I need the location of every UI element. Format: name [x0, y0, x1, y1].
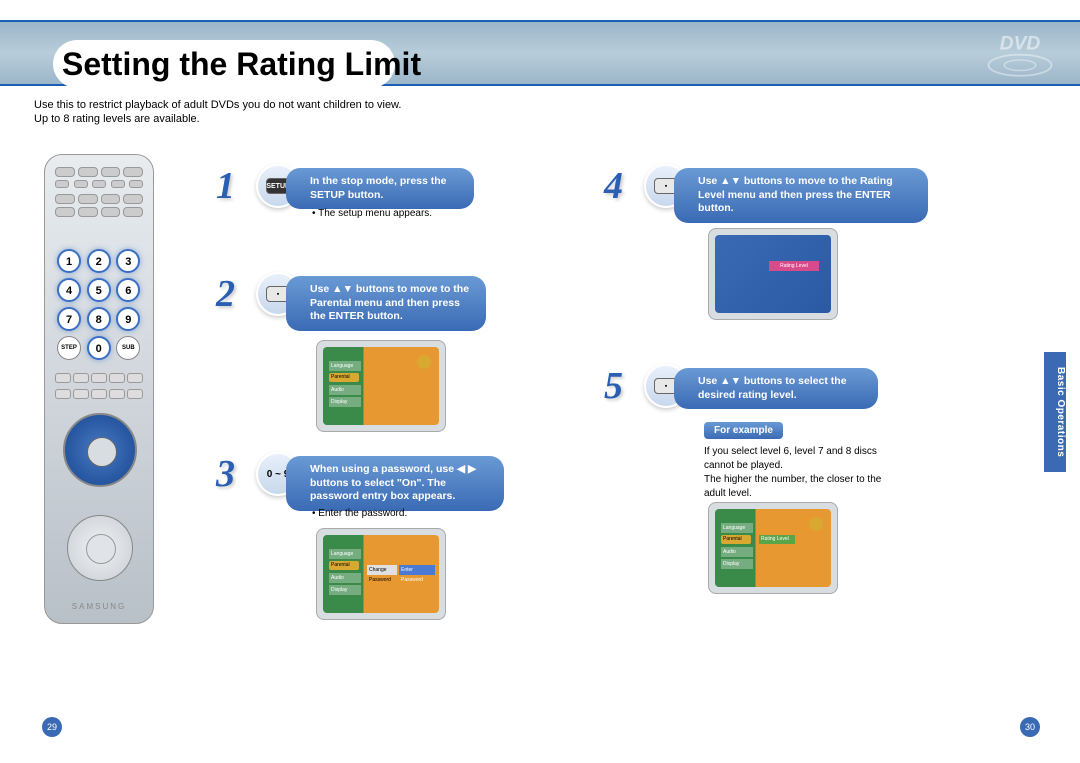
key-5: 5 [87, 278, 111, 302]
dvd-logo: DVD [985, 24, 1055, 82]
s5-menu-language: Language [721, 523, 753, 533]
menu-parental: Parental [329, 373, 359, 382]
s3-menu-audio: Audio [329, 573, 361, 583]
rating-level-sel: Rating Level [759, 535, 795, 544]
key-7: 7 [57, 307, 81, 331]
remote-nav-wheel [63, 413, 137, 487]
key-8: 8 [87, 307, 111, 331]
step-4-number: 4 [604, 164, 640, 204]
key-sub: SUB [116, 336, 140, 360]
example-box: For example If you select level 6, level… [704, 420, 904, 501]
s3-menu-language: Language [329, 549, 361, 559]
s5-menu-parental: Parental [721, 535, 751, 544]
menu-display: Display [329, 397, 361, 407]
step-3-text: When using a password, use ◀ ▶ buttons t… [286, 456, 504, 511]
step-2-screen: Language Parental Audio Display [316, 340, 446, 432]
step-4-text: Use ▲▼ buttons to move to the Rating Lev… [674, 168, 928, 223]
key-step: STEP [57, 336, 81, 360]
enter-password-box: Enter Password [399, 565, 435, 575]
step-3-number: 3 [216, 452, 252, 492]
key-0: 0 [87, 336, 111, 360]
s5-menu-display: Display [721, 559, 753, 569]
intro-line-1: Use this to restrict playback of adult D… [34, 98, 401, 112]
remote-keypad: 1 2 3 4 5 6 7 8 9 STEP 0 SUB [57, 249, 141, 360]
step-5-screen: Language Parental Audio Display Rating L… [708, 502, 838, 594]
step-4-screen: Rating Level [708, 228, 838, 320]
key-1: 1 [57, 249, 81, 273]
step-1-note: The setup menu appears. [312, 208, 432, 219]
page-number-left: 29 [42, 717, 62, 737]
key-6: 6 [116, 278, 140, 302]
step-3-note: Enter the password. [312, 508, 407, 519]
example-line-2: The higher the number, the closer to the… [704, 473, 904, 501]
s3-menu-display: Display [329, 585, 361, 595]
step-1-number: 1 [216, 164, 252, 204]
remote-brand: SAMSUNG [45, 602, 153, 611]
intro-text: Use this to restrict playback of adult D… [34, 98, 401, 127]
step-3-screen: Language Parental Audio Display Change P… [316, 528, 446, 620]
s5-menu-audio: Audio [721, 547, 753, 557]
key-3: 3 [116, 249, 140, 273]
step-5-text: Use ▲▼ buttons to select the desired rat… [674, 368, 878, 409]
svg-text:DVD: DVD [1000, 34, 1041, 55]
step-2-number: 2 [216, 272, 252, 312]
page-title: Setting the Rating Limit [62, 46, 421, 83]
change-password-item: Change Password [367, 565, 397, 575]
step-1-text: In the stop mode, press the SETUP button… [286, 168, 474, 209]
remote-jog-wheel [67, 515, 133, 581]
s3-menu-parental: Parental [329, 561, 359, 570]
step-2-text: Use ▲▼ buttons to move to the Parental m… [286, 276, 486, 331]
key-9: 9 [116, 307, 140, 331]
menu-audio: Audio [329, 385, 361, 395]
key-4: 4 [57, 278, 81, 302]
section-tab: Basic Operations [1044, 352, 1066, 472]
remote-control: 1 2 3 4 5 6 7 8 9 STEP 0 SUB SAMSUNG [44, 154, 154, 624]
menu-language: Language [329, 361, 361, 371]
key-2: 2 [87, 249, 111, 273]
example-label: For example [704, 422, 783, 439]
intro-line-2: Up to 8 rating levels are available. [34, 112, 401, 126]
example-line-1: If you select level 6, level 7 and 8 dis… [704, 445, 904, 473]
rating-level-box: Rating Level [769, 261, 819, 271]
step-5-number: 5 [604, 364, 640, 404]
page-number-right: 30 [1020, 717, 1040, 737]
